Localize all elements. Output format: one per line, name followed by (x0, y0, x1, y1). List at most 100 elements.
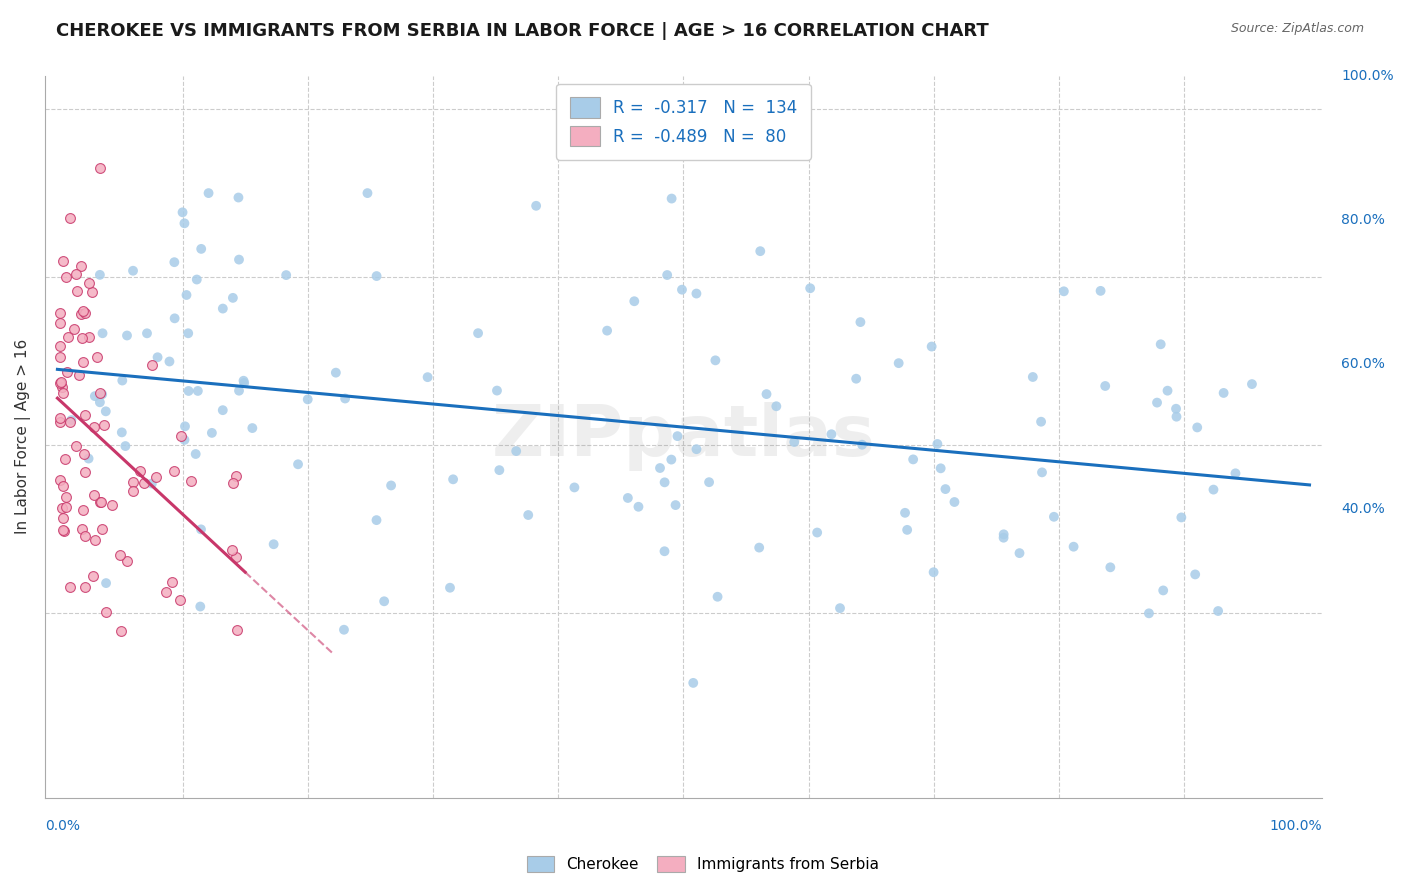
Point (111, 374, 134, 388)
Point (53, 452, 76, 467)
Point (627, 500, 650, 514)
Point (91, 326, 114, 341)
Point (485, 384, 508, 398)
Point (851, 438, 873, 452)
Point (1170, 510, 1192, 524)
Point (186, 272, 208, 286)
Point (373, 594, 395, 608)
Point (169, 592, 191, 607)
Point (51, 500, 73, 515)
Point (173, 216, 195, 230)
Point (55, 365, 77, 379)
Point (49, 306, 72, 320)
Point (101, 498, 124, 512)
Point (55, 491, 77, 505)
Point (51, 379, 73, 393)
Point (52, 479, 75, 493)
Point (233, 376, 256, 390)
Point (648, 461, 671, 475)
Point (82, 285, 104, 300)
Point (129, 464, 152, 478)
Point (73, 447, 96, 461)
Point (232, 374, 254, 388)
Text: ZIPpatlas: ZIPpatlas (492, 402, 876, 471)
Point (163, 255, 186, 269)
Point (75, 408, 97, 422)
Point (72, 304, 94, 318)
Point (228, 190, 250, 204)
Point (111, 425, 134, 440)
Point (225, 469, 247, 483)
Point (83, 533, 105, 548)
Point (90, 522, 112, 536)
Point (94, 404, 117, 418)
Point (188, 599, 211, 614)
Point (1099, 560, 1122, 574)
Point (93, 417, 115, 432)
Point (176, 288, 198, 302)
Point (96, 605, 118, 619)
Point (929, 461, 952, 475)
Point (114, 439, 136, 453)
Point (75, 529, 97, 543)
Point (60, 413, 83, 427)
Text: 0.0%: 0.0% (45, 820, 80, 833)
Point (225, 549, 247, 564)
Point (1029, 415, 1052, 429)
Point (51, 511, 73, 525)
Point (226, 623, 249, 637)
Point (666, 429, 689, 443)
Point (1022, 370, 1045, 384)
Point (467, 326, 489, 341)
Point (1031, 466, 1053, 480)
Point (366, 513, 388, 527)
Point (91, 387, 114, 401)
Point (564, 480, 586, 494)
Point (922, 565, 945, 579)
Point (83, 419, 105, 434)
Point (108, 548, 131, 562)
Point (58, 415, 80, 429)
Point (661, 192, 683, 206)
Point (66, 284, 89, 298)
Point (190, 242, 212, 256)
Point (927, 437, 949, 451)
Point (287, 457, 309, 471)
Point (65, 439, 87, 453)
Point (73, 580, 96, 594)
Point (83, 488, 105, 502)
Point (896, 523, 918, 537)
Point (70, 522, 93, 536)
Point (52, 523, 75, 537)
Point (132, 475, 155, 490)
Point (163, 464, 186, 478)
Point (58, 330, 80, 344)
Point (333, 623, 356, 637)
Point (297, 392, 319, 407)
Point (799, 281, 821, 295)
Point (72, 331, 94, 345)
Point (333, 392, 356, 406)
Point (1225, 467, 1247, 481)
Point (115, 328, 138, 343)
Point (159, 354, 181, 368)
Point (55, 270, 77, 285)
Point (89, 386, 111, 401)
Point (1202, 483, 1225, 497)
Point (67, 368, 90, 382)
Point (222, 475, 245, 490)
Point (845, 372, 868, 386)
Point (654, 475, 676, 490)
Point (894, 506, 917, 520)
Point (921, 339, 943, 353)
Point (141, 476, 163, 491)
Point (110, 624, 132, 638)
Text: 60.0%: 60.0% (1341, 358, 1385, 371)
Point (77, 330, 100, 344)
Point (70, 307, 93, 321)
Point (706, 590, 728, 604)
Point (682, 676, 704, 690)
Point (1156, 384, 1178, 398)
Point (849, 315, 872, 329)
Point (155, 585, 177, 599)
